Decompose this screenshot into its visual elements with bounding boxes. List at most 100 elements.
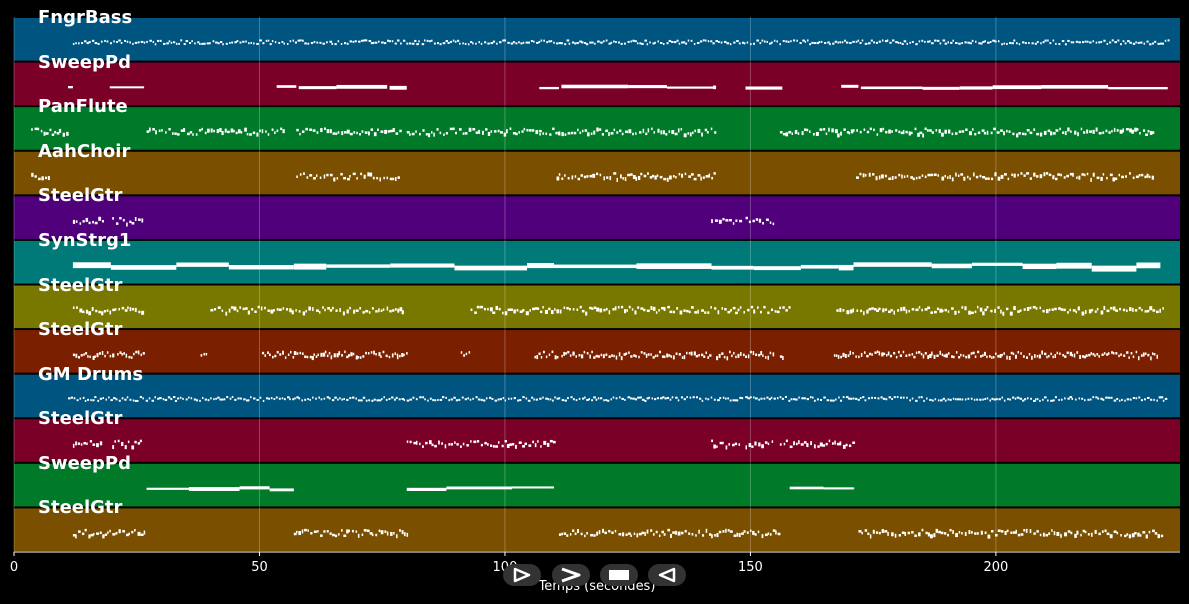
note xyxy=(324,127,326,130)
note xyxy=(881,174,884,179)
note xyxy=(1059,352,1061,355)
note xyxy=(773,397,776,400)
note xyxy=(390,263,455,268)
note xyxy=(898,350,900,354)
note xyxy=(72,353,76,357)
note xyxy=(1036,530,1039,533)
note xyxy=(248,42,250,45)
note xyxy=(796,39,798,42)
note xyxy=(813,399,816,402)
back-button[interactable] xyxy=(648,564,686,586)
note xyxy=(178,42,180,45)
note-segment xyxy=(210,305,275,316)
note xyxy=(1131,533,1135,538)
note xyxy=(986,397,989,400)
note xyxy=(1106,176,1108,180)
note xyxy=(1067,127,1070,132)
note xyxy=(623,353,626,356)
note-segment xyxy=(68,85,73,89)
note xyxy=(725,528,727,533)
note xyxy=(667,528,671,532)
note xyxy=(229,397,232,400)
note xyxy=(921,174,924,177)
note xyxy=(728,443,731,446)
note xyxy=(389,177,393,181)
note xyxy=(732,306,736,310)
note xyxy=(596,127,599,132)
note xyxy=(971,39,974,42)
note xyxy=(911,397,914,400)
note xyxy=(781,397,785,400)
note-segment xyxy=(561,84,717,90)
note-segment xyxy=(200,352,208,357)
note xyxy=(987,41,990,44)
note xyxy=(957,174,960,178)
note xyxy=(983,131,987,135)
note xyxy=(337,398,339,401)
note xyxy=(1153,353,1156,356)
note xyxy=(664,397,667,400)
note xyxy=(304,528,307,532)
note xyxy=(657,40,660,43)
note xyxy=(1102,173,1105,176)
rewind-button[interactable] xyxy=(503,564,541,586)
note xyxy=(736,399,739,402)
note xyxy=(645,353,648,358)
note xyxy=(871,353,873,356)
note xyxy=(908,353,911,357)
note xyxy=(300,39,302,42)
note xyxy=(1013,173,1016,178)
note xyxy=(296,352,299,355)
note xyxy=(380,355,382,359)
note xyxy=(875,41,878,44)
note xyxy=(589,41,592,44)
note xyxy=(684,529,687,533)
note xyxy=(313,177,316,180)
note xyxy=(128,532,130,536)
note xyxy=(106,40,109,43)
note xyxy=(281,40,284,43)
note xyxy=(1078,41,1081,44)
note xyxy=(1167,39,1170,42)
note xyxy=(735,219,738,222)
track-lane xyxy=(14,285,1180,329)
note-segment xyxy=(711,439,741,450)
note xyxy=(338,351,341,356)
note xyxy=(389,309,392,313)
note xyxy=(104,354,106,358)
stop-button[interactable] xyxy=(600,564,638,586)
note xyxy=(672,355,675,360)
note xyxy=(1060,308,1064,311)
note xyxy=(1069,396,1073,399)
note xyxy=(95,309,98,313)
note xyxy=(563,532,567,535)
play-button[interactable] xyxy=(552,564,590,586)
note xyxy=(456,443,459,446)
note xyxy=(647,128,650,133)
note xyxy=(518,41,520,44)
note xyxy=(1082,529,1085,533)
note xyxy=(503,132,507,137)
note xyxy=(1015,42,1018,45)
note xyxy=(349,306,351,310)
note xyxy=(712,42,715,45)
note xyxy=(1154,40,1157,43)
note xyxy=(307,529,309,532)
note xyxy=(265,130,267,133)
note xyxy=(396,353,399,357)
note xyxy=(970,397,973,400)
note xyxy=(858,530,862,533)
note xyxy=(1072,41,1075,44)
note xyxy=(668,354,671,357)
note-segment xyxy=(848,127,1155,138)
note xyxy=(397,176,400,179)
note xyxy=(615,397,618,400)
note xyxy=(369,172,373,177)
note xyxy=(1012,531,1016,534)
note xyxy=(79,222,82,225)
note xyxy=(686,309,689,313)
note xyxy=(881,529,884,534)
note xyxy=(701,132,703,137)
note xyxy=(1035,307,1038,310)
note xyxy=(1029,177,1032,180)
